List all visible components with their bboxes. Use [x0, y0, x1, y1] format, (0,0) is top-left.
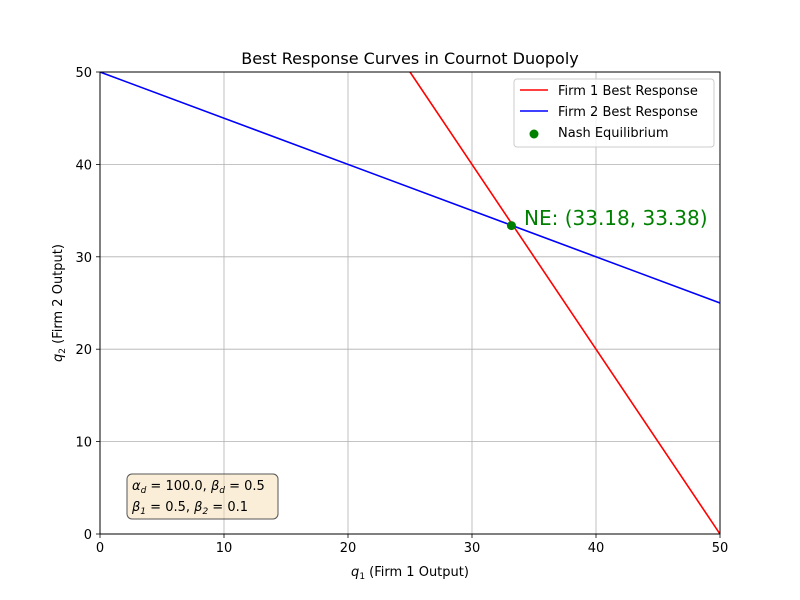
points-layer: [506, 221, 516, 231]
nash-equilibrium-annotation: NE: (33.18, 33.38): [524, 206, 708, 230]
x-tick-label: 40: [588, 541, 605, 556]
x-tick-label: 50: [712, 541, 729, 556]
series-layer: [100, 72, 720, 534]
axis-ticks: 0 10 20 30 40 50 0 10 20 30 40 50: [75, 66, 728, 556]
legend-box: [513, 78, 715, 148]
y-tick-label: 20: [75, 343, 92, 358]
y-tick-label: 50: [75, 66, 92, 81]
parameters-box: αd = 100.0, βd = 0.5 β1 = 0.5, β2 = 0.1: [126, 473, 279, 520]
plot-frame: [99, 71, 721, 535]
legend-point-swatch: [529, 129, 539, 139]
series-line-1: [409, 72, 720, 534]
nash-equilibrium-point: [506, 221, 516, 231]
series-line-2: [100, 72, 720, 304]
parameters-line: αd = 100.0, βd = 0.5: [132, 479, 265, 496]
x-tick-label: 10: [216, 541, 233, 556]
parameters-box-background: [126, 473, 279, 520]
y-tick-label: 40: [75, 158, 92, 173]
legend-label: Firm 2 Best Response: [558, 105, 698, 120]
grid: [99, 71, 721, 535]
legend-label: Firm 1 Best Response: [558, 84, 698, 99]
parameters-line: β1 = 0.5, β2 = 0.1: [131, 500, 248, 517]
x-tick-label: 30: [464, 541, 481, 556]
legend-label: Nash Equilibrium: [558, 126, 669, 141]
legend: Firm 1 Best Response Firm 2 Best Response…: [513, 78, 715, 148]
y-tick-label: 10: [75, 436, 92, 451]
x-tick-label: 0: [96, 541, 104, 556]
y-tick-label: 30: [75, 251, 92, 266]
chart-title: Best Response Curves in Cournot Duopoly: [241, 49, 579, 68]
x-tick-label: 20: [340, 541, 357, 556]
y-axis-label: q2 (Firm 2 Output): [51, 244, 68, 362]
y-tick-label: 0: [84, 528, 92, 543]
x-axis-label: q1 (Firm 1 Output): [351, 565, 469, 582]
